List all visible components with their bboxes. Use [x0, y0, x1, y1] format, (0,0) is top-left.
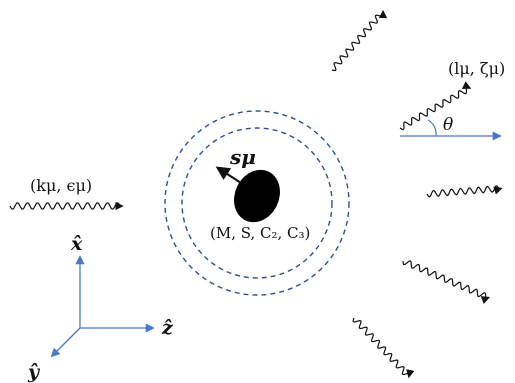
angle-arc — [427, 119, 437, 137]
compact-body — [234, 169, 280, 223]
outgoing-wave-right — [426, 185, 503, 198]
wave-group — [9, 9, 503, 379]
inner-dashed-ring — [181, 127, 333, 279]
incoming-wave — [9, 201, 124, 211]
outgoing-wave-label: (lμ, ζμ) — [448, 59, 505, 78]
body-params-label: (M, S, C₂, C₃) — [210, 224, 310, 242]
y-axis-label: ŷ — [27, 361, 41, 383]
outer-dashed-ring — [164, 110, 350, 296]
spin-arrow — [215, 166, 242, 184]
outgoing-wave-top — [331, 9, 388, 72]
z-axis-label: ẑ — [161, 317, 174, 339]
outgoing-wave-bottom — [352, 317, 415, 379]
outgoing-wave-measured — [399, 81, 472, 131]
incoming-wave-label: (kμ, ϵμ) — [30, 176, 92, 195]
outgoing-wave-lower-right — [402, 260, 491, 304]
angle-label: θ — [443, 115, 453, 135]
x-axis-label: x̂ — [70, 233, 83, 255]
spin-label: sμ — [229, 145, 256, 169]
y-axis-arrow — [50, 327, 81, 358]
